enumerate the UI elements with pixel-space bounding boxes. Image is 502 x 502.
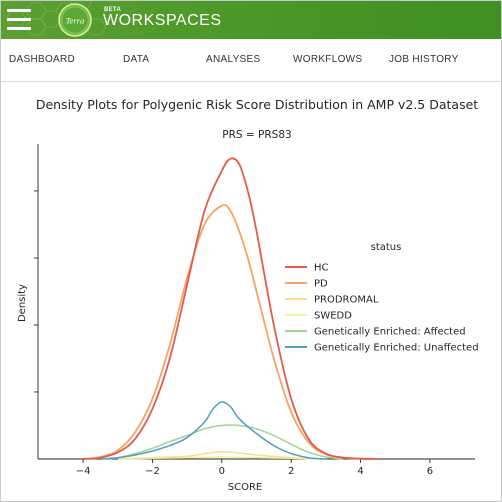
chart-subtitle: PRS = PRS83 [222,129,291,141]
legend-label-0: HC [314,263,329,274]
hamburger-menu-icon[interactable] [7,9,31,31]
x-axis-label: SCORE [228,482,262,493]
terra-logo[interactable]: Terra [58,3,92,37]
top-bar: Terra BETA WORKSPACES [1,1,501,39]
y-ticks [34,190,38,393]
density-chart: Density Plots for Polygenic Risk Score D… [17,97,479,493]
tab-workflows[interactable]: WORKFLOWS [293,54,363,65]
series-line-2 [117,450,326,460]
x-tick-label-2: 0 [219,466,225,477]
legend-label-2: PRODROMAL [314,295,379,306]
beta-badge: BETA [104,7,122,13]
legend-label-3: SWEDD [314,311,352,322]
legend: status HC PD PRODROMAL SWEDD Genetically Enr… [285,242,479,354]
app-title: WORKSPACES [103,12,222,29]
x-tick-label-4: 4 [357,466,363,477]
legend-label-4: Genetically Enriched: Affected [314,327,466,338]
tab-job-history[interactable]: JOB HISTORY [389,54,459,65]
x-tick-label-0: −4 [76,466,91,477]
series-line-5 [100,401,326,460]
density-curves [83,157,378,460]
logo-text: Terra [66,16,85,26]
x-tick-label-5: 6 [427,466,433,477]
legend-title: status [371,242,402,253]
series-line-0 [83,157,378,460]
tab-dashboard[interactable]: DASHBOARD [9,54,76,65]
legend-label-1: PD [314,279,328,290]
y-axis-label: Density [17,284,28,322]
x-ticks: −4 −2 0 2 4 6 [76,459,433,477]
tab-analyses[interactable]: ANALYSES [206,54,261,65]
chart-title: Density Plots for Polygenic Risk Score D… [36,97,478,112]
tab-data[interactable]: DATA [123,54,150,65]
x-tick-label-3: 2 [288,466,294,477]
legend-label-5: Genetically Enriched: Unaffected [314,343,479,354]
x-tick-label-1: −2 [145,466,160,477]
main-nav: DASHBOARD DATA ANALYSES WORKFLOWS JOB HI… [1,39,501,82]
series-line-4 [100,424,344,460]
